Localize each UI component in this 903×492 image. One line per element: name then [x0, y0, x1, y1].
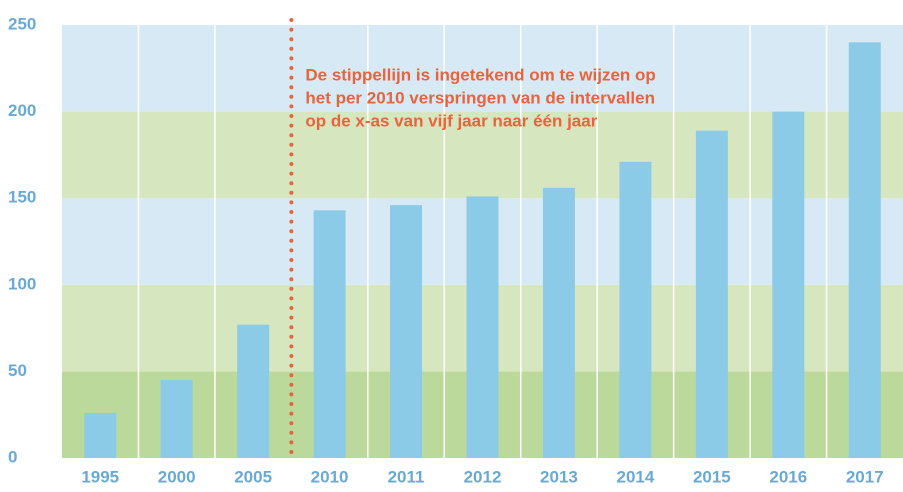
bar: [160, 380, 193, 458]
y-tick-label: 250: [8, 14, 36, 33]
bar: [848, 42, 881, 458]
x-tick-label: 2010: [311, 467, 349, 486]
annotation: op de x-as van vijf jaar naar één jaar: [305, 111, 597, 130]
x-tick-label: 2017: [846, 467, 884, 486]
bar: [695, 130, 728, 459]
y-tick-label: 150: [8, 188, 36, 207]
bar: [237, 324, 270, 458]
x-tick-label: 1995: [81, 467, 119, 486]
annotation: De stippellijn is ingetekend om te wijze…: [305, 65, 655, 84]
bar: [772, 111, 805, 458]
x-tick-label: 2005: [234, 467, 272, 486]
bar: [466, 196, 499, 458]
bar: [313, 210, 346, 458]
bar: [390, 205, 423, 458]
background-band: [62, 111, 903, 199]
x-tick-label: 2015: [693, 467, 731, 486]
y-tick-label: 200: [8, 101, 36, 120]
y-tick-label: 50: [8, 361, 27, 380]
x-tick-label: 2000: [158, 467, 196, 486]
annotation: het per 2010 verspringen van de interval…: [305, 88, 655, 107]
x-tick-label: 2011: [388, 467, 425, 486]
bar: [542, 187, 575, 459]
x-tick-label: 2013: [540, 467, 578, 486]
y-tick-label: 100: [8, 274, 36, 293]
background-band: [62, 25, 903, 112]
y-tick-label: 0: [8, 447, 17, 466]
x-tick-label: 2014: [616, 467, 654, 486]
x-tick-label: 2016: [769, 467, 807, 486]
bar: [619, 161, 652, 458]
bar: [84, 412, 117, 458]
x-tick-label: 2012: [464, 467, 502, 486]
